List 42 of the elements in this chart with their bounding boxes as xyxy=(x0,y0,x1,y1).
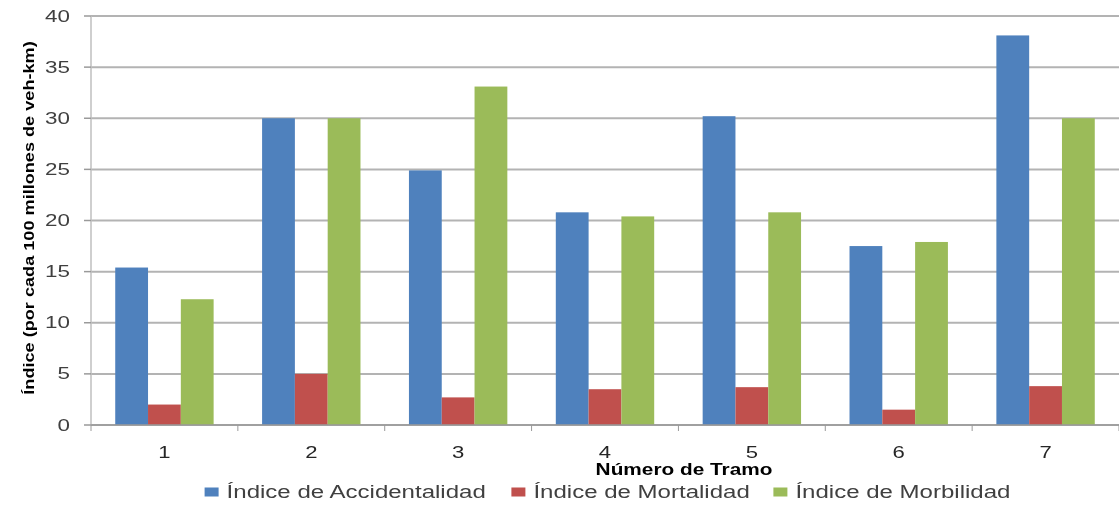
legend-label: Índice de Morbilidad xyxy=(795,481,1011,503)
y-tick-label: 5 xyxy=(57,364,70,383)
bar xyxy=(180,299,214,425)
bar xyxy=(408,170,442,425)
y-tick-label: 35 xyxy=(45,57,70,77)
bar xyxy=(148,404,181,425)
bar xyxy=(555,212,589,425)
legend-label: Índice de Mortalidad xyxy=(533,481,750,503)
bar xyxy=(474,86,508,425)
x-tick-label: 1 xyxy=(158,442,171,462)
y-axis-title: Índice (por cada 100 millones de veh-km) xyxy=(20,41,37,395)
x-tick-label: 6 xyxy=(892,442,905,462)
y-tick-label: 25 xyxy=(45,160,70,179)
y-tick-label: 30 xyxy=(45,109,71,128)
bar xyxy=(1029,386,1062,425)
bar xyxy=(882,409,916,425)
y-tick-label: 10 xyxy=(45,313,71,332)
bar xyxy=(621,216,655,425)
bar xyxy=(294,373,328,425)
bar xyxy=(849,246,883,425)
bar xyxy=(996,35,1030,425)
bar xyxy=(115,267,149,425)
y-tick-label: 20 xyxy=(45,211,71,230)
bar xyxy=(702,116,736,425)
x-tick-label: 7 xyxy=(1039,442,1052,462)
bar xyxy=(735,387,769,425)
bar xyxy=(588,389,622,425)
y-tick-label: 0 xyxy=(57,415,71,434)
legend-label: Índice de Accidentalidad xyxy=(226,481,486,503)
x-tick-label: 3 xyxy=(452,442,465,462)
y-tick-label: 15 xyxy=(45,262,70,281)
bar xyxy=(441,397,475,425)
x-axis-title: Número de Tramo xyxy=(595,460,773,479)
bar xyxy=(768,212,802,425)
bar xyxy=(262,118,295,425)
y-tick-label: 40 xyxy=(45,6,71,25)
bar xyxy=(1061,118,1095,425)
x-tick-label: 2 xyxy=(305,442,318,462)
x-tick-label: 5 xyxy=(745,442,759,462)
bar xyxy=(915,241,948,425)
bar xyxy=(327,118,361,425)
x-tick-label: 4 xyxy=(598,442,612,462)
